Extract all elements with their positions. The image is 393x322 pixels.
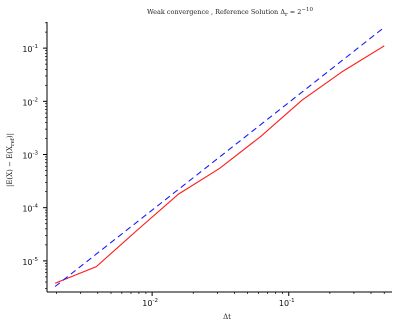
y-tick-label: 10-3 <box>22 151 38 161</box>
chart-title: Weak convergence , Reference Solution Δr… <box>147 7 313 18</box>
y-tick-label: 10-2 <box>22 97 38 107</box>
y-tick-label: 10-1 <box>22 44 38 54</box>
x-tick-label: 10-1 <box>279 298 295 308</box>
y-tick-label: 10-4 <box>22 204 38 214</box>
y-axis-ticks: 10-5 10-4 10-3 10-2 10-1 <box>22 22 47 290</box>
y-axis-label: |E(X) − E(Xref)| <box>6 133 16 187</box>
y-tick-label: 10-5 <box>22 257 38 267</box>
error-line <box>54 45 385 284</box>
reference-slope-line <box>54 26 385 287</box>
x-axis-label: Δt <box>223 313 231 321</box>
x-axis-ticks: 10-2 10-1 <box>56 292 385 308</box>
series-group <box>54 26 385 287</box>
x-tick-label: 10-2 <box>142 298 158 308</box>
